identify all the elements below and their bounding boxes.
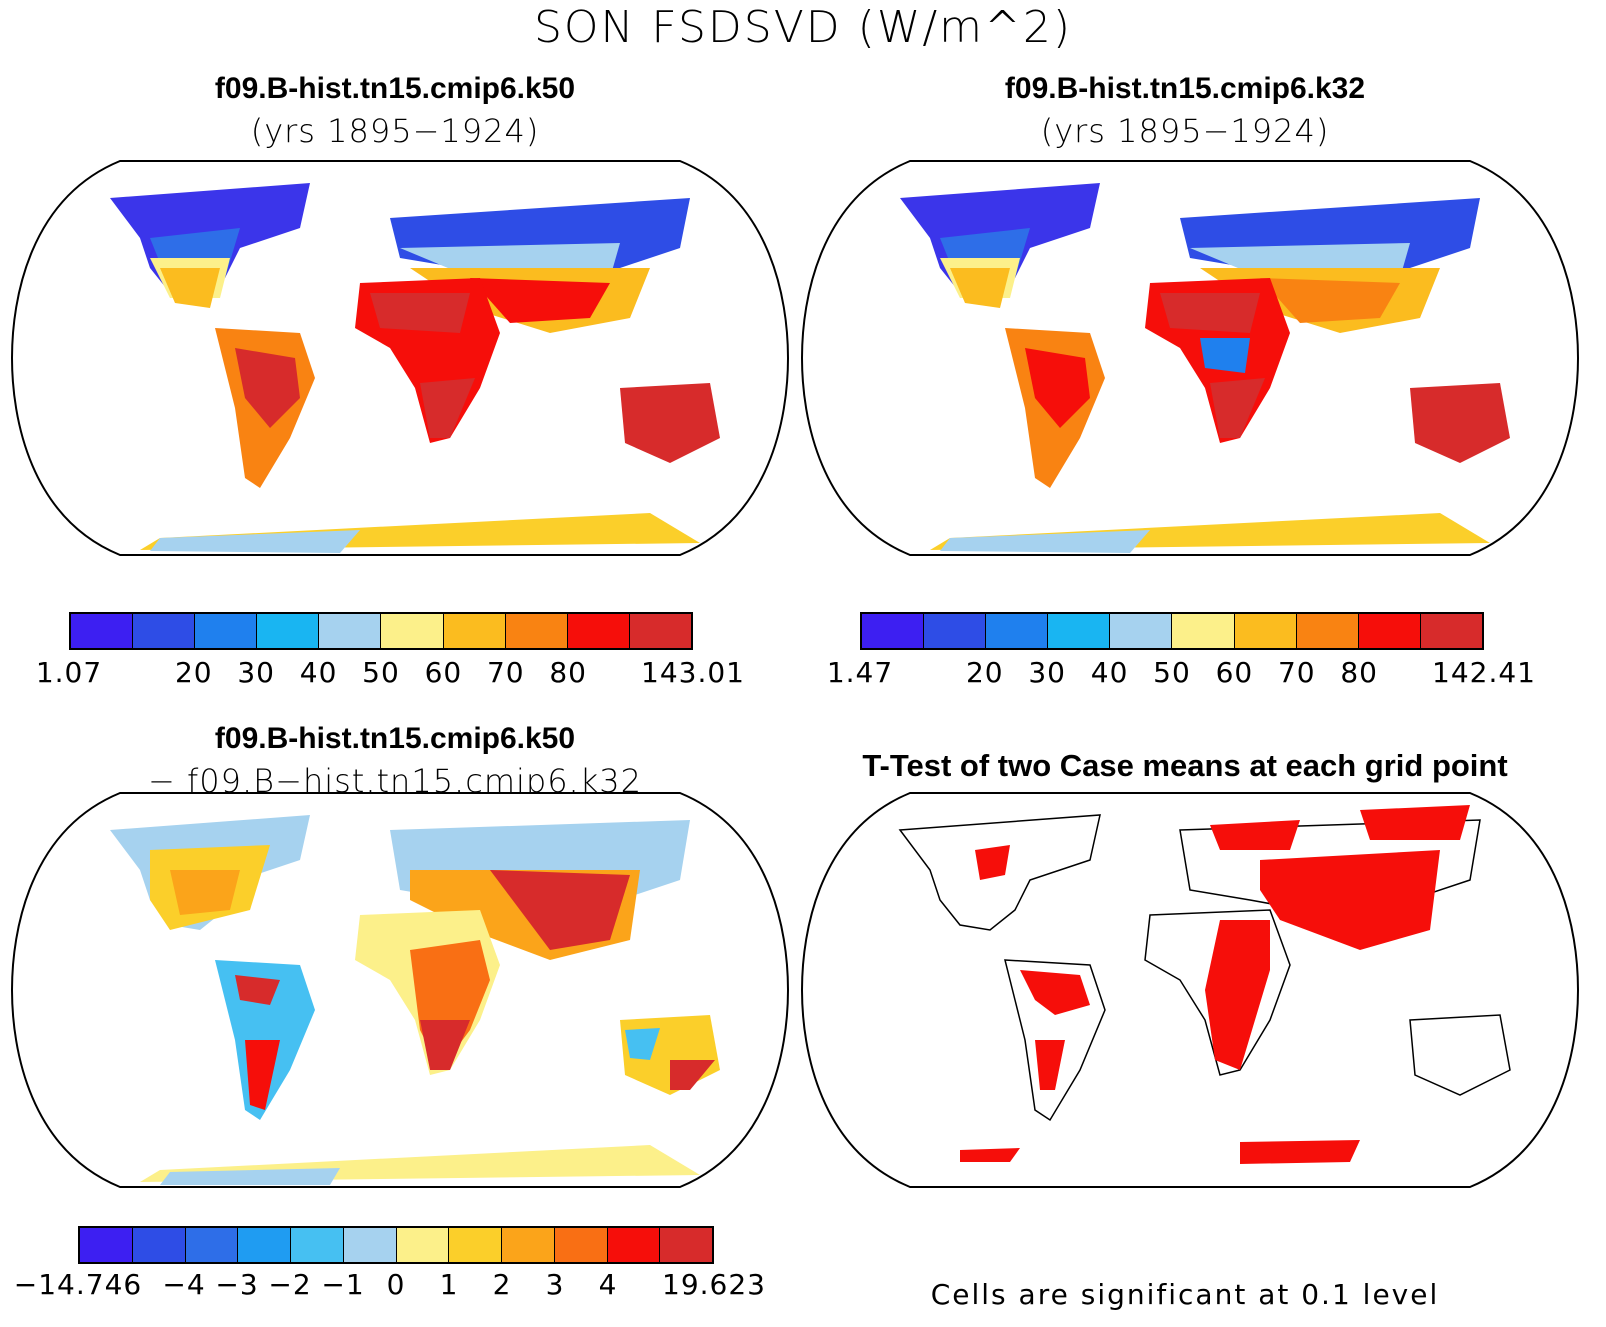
- colorbar-cell: [257, 614, 320, 648]
- panel-title-diff: f09.B-hist.tn15.cmip6.k50: [214, 722, 576, 755]
- colorbar-tick-label: 0: [386, 1268, 406, 1301]
- colorbar-cell: [396, 1228, 450, 1262]
- colorbar-cell: [1110, 614, 1173, 648]
- colorbar-tick-label: 80: [1340, 656, 1379, 689]
- colorbar-cell: [343, 1228, 397, 1262]
- map-ttest: [800, 792, 1580, 1188]
- colorbar-tick-label: 19.623: [662, 1268, 766, 1301]
- colorbar-difference: [78, 1226, 714, 1264]
- colorbar-tick-label: 30: [1028, 656, 1067, 689]
- colorbar-cell: [319, 614, 382, 648]
- colorbar-cell: [660, 1228, 712, 1262]
- significance-footnote: Cells are significant at 0.1 level: [930, 1278, 1440, 1311]
- antarctica: [140, 513, 700, 553]
- colorbar-cell: [567, 614, 630, 648]
- colorbar-tick-label: −3: [215, 1268, 259, 1301]
- panel-title-k50: f09.B-hist.tn15.cmip6.k50: [214, 72, 576, 105]
- colorbar-tick-label: 50: [362, 656, 400, 689]
- colorbar-tick-label: 142.41: [1432, 656, 1536, 689]
- colorbar-cell: [381, 614, 444, 648]
- panel-years-k32: (yrs 1895−1924): [1040, 112, 1330, 150]
- colorbar-tick-label: −4: [162, 1268, 206, 1301]
- colorbar-cell: [986, 614, 1049, 648]
- main-title: SON FSDSVD (W/m^2): [533, 2, 1073, 53]
- colorbar-tick-label: 143.01: [641, 656, 745, 689]
- colorbar-cell: [449, 1228, 502, 1262]
- colorbar-cell: [862, 614, 925, 648]
- colorbar-cell: [195, 614, 258, 648]
- colorbar-tick-label: 60: [1215, 656, 1254, 689]
- australia: [620, 1015, 720, 1095]
- colorbar-tick-label: 20: [174, 656, 213, 689]
- antarctica: [930, 513, 1490, 553]
- panel-title-k32: f09.B-hist.tn15.cmip6.k32: [1004, 72, 1366, 105]
- colorbar-tick-label: 3: [545, 1268, 565, 1301]
- colorbar-cell: [185, 1228, 239, 1262]
- colorbar-cell: [443, 614, 506, 648]
- africa: [355, 278, 500, 443]
- colorbar-k50: [69, 612, 693, 650]
- significant-cells: [960, 805, 1470, 1164]
- antarctica: [140, 1145, 700, 1185]
- map-k32: [800, 160, 1580, 556]
- colorbar-cell: [238, 1228, 291, 1262]
- colorbar-tick-label: 60: [424, 656, 463, 689]
- colorbar-k32: [860, 612, 1484, 650]
- colorbar-difference-labels: −14.746 −4 −3 −2 −1 0 1 2 3 4 19.623: [14, 1268, 765, 1304]
- colorbar-cell: [133, 614, 196, 648]
- australia: [1410, 383, 1510, 463]
- colorbar-cell: [132, 1228, 186, 1262]
- north-america: [110, 183, 310, 308]
- colorbar-tick-label: 2: [492, 1268, 512, 1301]
- map-k50: [10, 160, 790, 556]
- south-america: [215, 960, 315, 1120]
- north-america: [900, 183, 1100, 308]
- colorbar-tick-label: 50: [1153, 656, 1191, 689]
- colorbar-tick-label: −14.746: [13, 1268, 143, 1301]
- colorbar-cell: [291, 1228, 344, 1262]
- colorbar-k50-labels: 1.07 20 30 40 50 60 70 80 143.01: [36, 656, 744, 692]
- europe-asia: [390, 820, 690, 960]
- colorbar-cell: [71, 614, 134, 648]
- colorbar-tick-label: 4: [598, 1268, 618, 1301]
- colorbar-tick-label: −1: [321, 1268, 365, 1301]
- south-america: [215, 328, 315, 488]
- colorbar-tick-label: 1.47: [826, 656, 894, 689]
- colorbar-cell: [1048, 614, 1111, 648]
- colorbar-cell: [1420, 614, 1482, 648]
- colorbar-tick-label: −2: [268, 1268, 312, 1301]
- australia: [620, 383, 720, 463]
- colorbar-cell: [1358, 614, 1421, 648]
- colorbar-cell: [502, 1228, 555, 1262]
- colorbar-tick-label: 20: [965, 656, 1004, 689]
- colorbar-tick-label: 40: [1090, 656, 1129, 689]
- colorbar-cell: [1172, 614, 1235, 648]
- colorbar-tick-label: 80: [549, 656, 588, 689]
- colorbar-tick-label: 40: [299, 656, 338, 689]
- colorbar-cell: [1296, 614, 1359, 648]
- colorbar-cell: [629, 614, 691, 648]
- colorbar-cell: [80, 1228, 133, 1262]
- africa: [1145, 278, 1290, 443]
- map-difference: [10, 792, 790, 1188]
- colorbar-cell: [607, 1228, 661, 1262]
- colorbar-cell: [1234, 614, 1297, 648]
- north-america: [110, 815, 310, 930]
- south-america: [1005, 328, 1105, 488]
- colorbar-k32-labels: 1.47 20 30 40 50 60 70 80 142.41: [827, 656, 1535, 692]
- colorbar-tick-label: 70: [486, 656, 525, 689]
- colorbar-cell: [924, 614, 987, 648]
- africa: [355, 910, 500, 1075]
- colorbar-tick-label: 30: [237, 656, 276, 689]
- panel-years-k50: (yrs 1895−1924): [250, 112, 540, 150]
- europe-asia: [390, 198, 690, 333]
- colorbar-cell: [505, 614, 568, 648]
- panel-title-ttest: T-Test of two Case means at each grid po…: [862, 748, 1508, 783]
- colorbar-tick-label: 1.07: [35, 656, 103, 689]
- colorbar-tick-label: 1: [439, 1268, 459, 1301]
- colorbar-cell: [554, 1228, 608, 1262]
- colorbar-tick-label: 70: [1277, 656, 1316, 689]
